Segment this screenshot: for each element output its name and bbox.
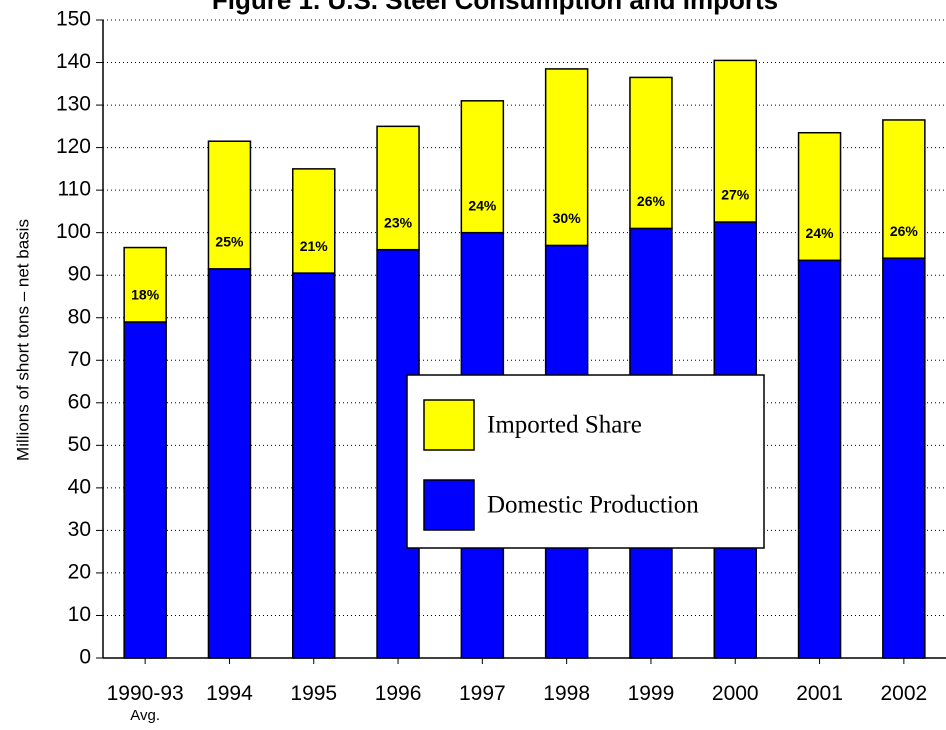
bar-segment xyxy=(376,125,420,251)
legend-label: Imported Share xyxy=(487,412,642,439)
y-axis-label: Millions of short tons – net basis xyxy=(13,219,32,461)
x-tick-label-line: Avg. xyxy=(130,707,160,724)
x-tick-label: 2002 xyxy=(880,682,927,705)
y-tick-label: 130 xyxy=(56,93,91,116)
x-tick-label: 2001 xyxy=(796,682,843,705)
x-tick-label-line: 1990-93 xyxy=(107,682,184,705)
x-tick-label-line: 1998 xyxy=(543,682,590,705)
bar-segment xyxy=(882,119,926,259)
bar-segment xyxy=(629,76,673,230)
bar-segment xyxy=(207,268,252,659)
x-tick-label-line: 1999 xyxy=(628,682,675,705)
x-tick-label-line: 1994 xyxy=(206,682,253,705)
share-label: 26% xyxy=(890,223,919,239)
x-tick-label-line: 2002 xyxy=(880,682,927,705)
bar-segment xyxy=(882,257,926,659)
bar-segment xyxy=(123,321,167,659)
share-label: 18% xyxy=(131,287,160,303)
x-tick-label: 1998 xyxy=(543,682,590,705)
bar-segment xyxy=(292,168,336,274)
y-tick-label: 90 xyxy=(68,263,91,286)
share-label: 26% xyxy=(637,193,666,209)
legend-swatch xyxy=(423,479,475,531)
bar-segment xyxy=(797,259,842,659)
share-label: 24% xyxy=(806,225,835,241)
x-tick-label-line: 2001 xyxy=(796,682,843,705)
x-tick-label: 1997 xyxy=(459,682,506,705)
x-tick-label-line: 1995 xyxy=(290,682,337,705)
y-tick-label: 0 xyxy=(79,646,91,669)
bar-segment xyxy=(544,68,589,247)
legend-swatch xyxy=(423,399,475,451)
legend-label: Domestic Production xyxy=(487,492,699,519)
share-label: 25% xyxy=(215,234,244,250)
bar-segment xyxy=(123,246,167,323)
y-tick-label: 100 xyxy=(56,220,91,243)
y-tick-label: 40 xyxy=(68,475,91,498)
x-tick-label: 1994 xyxy=(206,682,253,705)
x-tick-label-line: 1996 xyxy=(375,682,422,705)
y-tick-label: 10 xyxy=(68,603,91,626)
x-tick-label: 1999 xyxy=(628,682,675,705)
x-tick-label: 1996 xyxy=(375,682,422,705)
share-label: 24% xyxy=(468,197,497,213)
y-tick-label: 120 xyxy=(56,135,91,158)
bar-segment xyxy=(460,100,505,234)
x-tick-label-line: 1997 xyxy=(459,682,506,705)
y-tick-label: 20 xyxy=(68,560,91,583)
y-tick-label: 140 xyxy=(56,50,91,73)
bar-segment xyxy=(207,140,252,270)
x-tick-label: 2000 xyxy=(712,682,759,705)
x-tick-label: 1995 xyxy=(290,682,337,705)
bar-segment xyxy=(797,131,842,262)
share-label: 21% xyxy=(300,238,329,254)
share-label: 30% xyxy=(553,210,582,226)
share-label: 23% xyxy=(384,214,413,230)
y-tick-label: 60 xyxy=(68,390,91,413)
bar-segment xyxy=(292,272,336,659)
x-tick-label-line: 2000 xyxy=(712,682,759,705)
y-tick-label: 80 xyxy=(68,305,91,328)
bar-segment xyxy=(713,59,757,223)
y-tick-label: 110 xyxy=(58,178,91,201)
x-tick-label: 1990-93 Avg. xyxy=(107,682,184,724)
y-tick-label: 70 xyxy=(68,348,91,371)
y-tick-label: 150 xyxy=(56,8,91,31)
y-tick-label: 50 xyxy=(68,433,91,456)
chart-title: Figure 1. U.S. Steel Consumption and Imp… xyxy=(212,0,778,15)
y-tick-label: 30 xyxy=(68,518,91,541)
share-label: 27% xyxy=(721,187,750,203)
